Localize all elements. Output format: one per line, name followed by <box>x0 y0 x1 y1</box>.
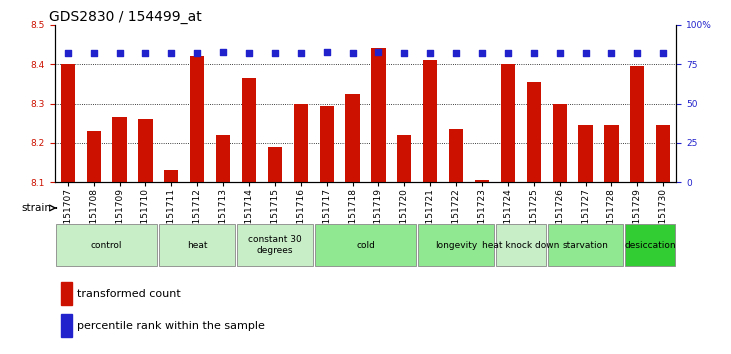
FancyBboxPatch shape <box>496 224 545 266</box>
Point <box>502 50 514 56</box>
Point <box>398 50 410 56</box>
Bar <box>630 66 645 182</box>
Bar <box>242 78 256 182</box>
Bar <box>605 125 618 182</box>
Bar <box>553 103 567 182</box>
Text: GDS2830 / 154499_at: GDS2830 / 154499_at <box>48 10 201 24</box>
Text: cold: cold <box>356 241 375 250</box>
Point <box>373 49 385 55</box>
FancyBboxPatch shape <box>626 224 675 266</box>
Point <box>476 50 488 56</box>
Point <box>88 50 99 56</box>
Bar <box>423 60 437 182</box>
Text: heat: heat <box>187 241 208 250</box>
Bar <box>346 94 360 182</box>
Bar <box>190 56 205 182</box>
Point <box>140 50 151 56</box>
Bar <box>526 82 541 182</box>
Point <box>269 50 281 56</box>
Text: transformed count: transformed count <box>77 289 181 299</box>
Point <box>295 50 306 56</box>
Bar <box>578 125 593 182</box>
Text: starvation: starvation <box>563 241 608 250</box>
Point <box>243 50 255 56</box>
Bar <box>138 119 153 182</box>
Bar <box>501 64 515 182</box>
Point <box>450 50 462 56</box>
Bar <box>475 180 489 182</box>
Text: percentile rank within the sample: percentile rank within the sample <box>77 321 265 331</box>
Bar <box>61 282 72 305</box>
Point <box>580 50 591 56</box>
Point <box>62 50 74 56</box>
Point <box>554 50 566 56</box>
Point <box>528 50 539 56</box>
FancyBboxPatch shape <box>548 224 624 266</box>
Bar <box>319 105 334 182</box>
Text: strain: strain <box>22 203 52 213</box>
Point <box>605 50 617 56</box>
Text: heat knock down: heat knock down <box>482 241 559 250</box>
Bar <box>268 147 282 182</box>
Point <box>425 50 436 56</box>
Point <box>657 50 669 56</box>
Text: control: control <box>91 241 122 250</box>
FancyBboxPatch shape <box>315 224 416 266</box>
Point <box>217 49 229 55</box>
Point <box>632 50 643 56</box>
Bar <box>86 131 101 182</box>
FancyBboxPatch shape <box>56 224 157 266</box>
Text: constant 30
degrees: constant 30 degrees <box>248 235 302 255</box>
FancyBboxPatch shape <box>418 224 494 266</box>
FancyBboxPatch shape <box>237 224 313 266</box>
Bar <box>449 129 463 182</box>
Bar <box>656 125 670 182</box>
Bar <box>294 103 308 182</box>
Text: desiccation: desiccation <box>624 241 676 250</box>
Bar <box>113 117 126 182</box>
Point <box>346 50 358 56</box>
Point <box>114 50 126 56</box>
Bar <box>216 135 230 182</box>
Bar <box>164 171 178 182</box>
Text: longevity: longevity <box>435 241 477 250</box>
Bar <box>397 135 412 182</box>
Bar <box>371 48 385 182</box>
FancyBboxPatch shape <box>159 224 235 266</box>
Point <box>321 49 333 55</box>
Bar <box>61 64 75 182</box>
Point <box>192 50 203 56</box>
Bar <box>61 314 72 337</box>
Point <box>165 50 177 56</box>
